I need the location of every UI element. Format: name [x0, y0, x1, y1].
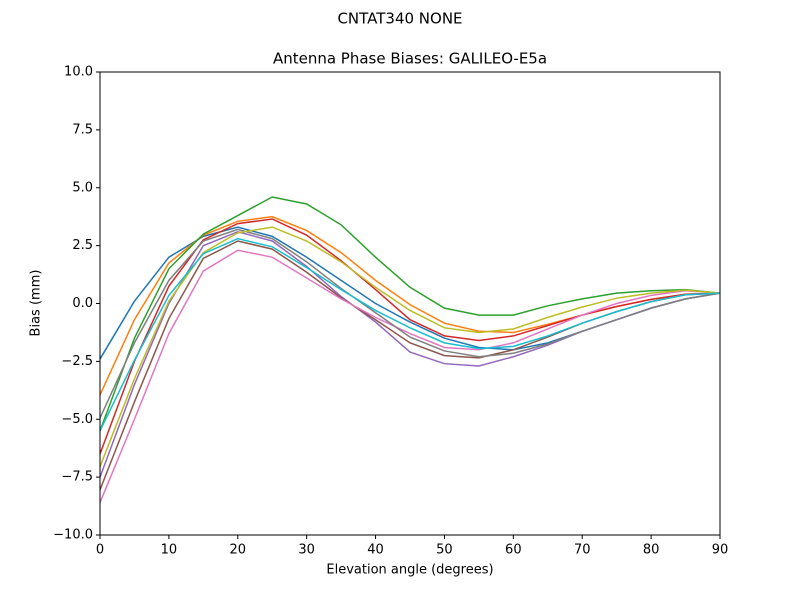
y-tick-label: −2.5	[61, 354, 93, 369]
x-tick-label: 0	[96, 543, 104, 558]
y-tick-label: 7.5	[72, 122, 93, 137]
suptitle: CNTAT340 NONE	[337, 10, 462, 28]
x-tick-label: 50	[436, 543, 453, 558]
data-line	[99, 240, 721, 491]
x-tick-label: 30	[298, 543, 315, 558]
y-tick-label: −5.0	[61, 412, 93, 427]
x-tick-label: 80	[643, 543, 660, 558]
x-tick-label: 60	[505, 543, 522, 558]
data-line	[99, 228, 721, 419]
y-tick-label: 5.0	[72, 180, 93, 195]
data-line	[99, 218, 721, 455]
plot-frame	[99, 71, 721, 536]
chart-title: Antenna Phase Biases: GALILEO-E5a	[273, 50, 547, 68]
y-tick-label: 2.5	[72, 238, 93, 253]
x-axis-label: Elevation angle (degrees)	[326, 563, 493, 578]
x-tick-label: 40	[367, 543, 384, 558]
y-tick-label: −7.5	[61, 470, 93, 485]
x-tick-label: 90	[712, 543, 729, 558]
data-line	[99, 226, 721, 467]
data-line	[99, 230, 721, 478]
x-tick-label: 20	[230, 543, 247, 558]
y-axis-label: Bias (mm)	[29, 270, 44, 337]
data-line	[99, 249, 721, 503]
x-tick-label: 10	[161, 543, 178, 558]
y-tick-label: 10.0	[64, 65, 93, 80]
y-tick-label: −10.0	[53, 528, 93, 543]
data-line	[99, 196, 721, 432]
data-line	[99, 237, 721, 432]
y-tick-label: 0.0	[72, 296, 93, 311]
x-tick-label: 70	[574, 543, 591, 558]
